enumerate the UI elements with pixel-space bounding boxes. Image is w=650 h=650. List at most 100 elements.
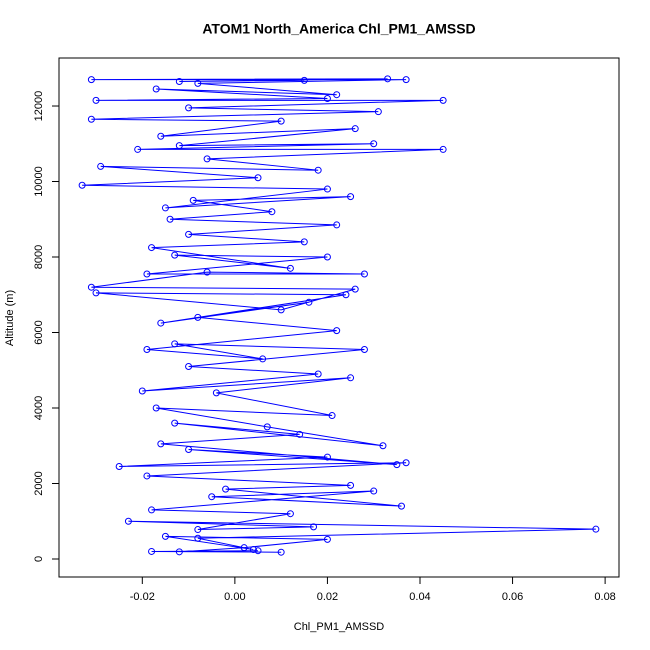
data-point [323, 535, 331, 543]
data-point [402, 76, 410, 84]
data-line [82, 78, 596, 553]
data-point [194, 313, 202, 321]
data-point [296, 430, 304, 438]
data-point [323, 453, 331, 461]
data-point [124, 517, 132, 525]
data-point [323, 94, 331, 102]
data-point [286, 510, 294, 518]
y-tick-label: 2000 [33, 471, 45, 495]
x-tick-label: 0.00 [224, 591, 245, 603]
data-point [268, 208, 276, 216]
data-point [212, 389, 220, 397]
data-point [379, 442, 387, 450]
data-point [277, 548, 285, 556]
data-point [194, 526, 202, 534]
data-point [323, 253, 331, 261]
data-point [157, 440, 165, 448]
data-point [157, 319, 165, 327]
data-point [87, 283, 95, 291]
data-point [161, 204, 169, 212]
data-point [254, 174, 262, 182]
data-point [203, 155, 211, 163]
data-point [97, 162, 105, 170]
x-tick-label: 0.04 [409, 591, 430, 603]
data-point [333, 91, 341, 99]
data-point [360, 345, 368, 353]
data-point [171, 340, 179, 348]
data-point [286, 264, 294, 272]
data-point [439, 96, 447, 104]
data-point [384, 75, 392, 83]
data-point [161, 532, 169, 540]
data-point [148, 506, 156, 514]
data-point [194, 534, 202, 542]
data-point [305, 298, 313, 306]
plot-frame [58, 57, 620, 578]
data-point [277, 117, 285, 125]
data-point [194, 79, 202, 87]
data-point [208, 493, 216, 501]
data-point [370, 487, 378, 495]
data-point [185, 362, 193, 370]
data-point [249, 546, 257, 554]
y-tick-label: 4000 [33, 396, 45, 420]
data-point [185, 446, 193, 454]
data-point [175, 142, 183, 150]
data-point [152, 404, 160, 412]
data-point [314, 166, 322, 174]
y-tick-label: 12000 [33, 91, 45, 122]
data-point [439, 145, 447, 153]
x-tick-label: 0.08 [594, 591, 615, 603]
data-point [92, 289, 100, 297]
data-point [254, 547, 262, 555]
data-point [333, 221, 341, 229]
data-point [310, 523, 318, 531]
data-point [592, 525, 600, 533]
data-point [333, 327, 341, 335]
x-tick-label: 0.06 [502, 591, 523, 603]
data-point [328, 412, 336, 420]
data-point [175, 548, 183, 556]
data-point [143, 472, 151, 480]
data-point [300, 76, 308, 84]
data-point [360, 270, 368, 278]
data-point [175, 77, 183, 85]
data-point [157, 132, 165, 140]
data-point [185, 104, 193, 112]
data-point [370, 140, 378, 148]
data-point [87, 76, 95, 84]
y-tick-label: 8000 [33, 245, 45, 269]
data-point [347, 374, 355, 382]
y-tick-label: 0 [33, 556, 45, 562]
data-point [92, 96, 100, 104]
data-point [351, 125, 359, 133]
data-point [314, 370, 322, 378]
data-point [143, 270, 151, 278]
data-point [143, 345, 151, 353]
data-point [351, 285, 359, 293]
data-point [374, 108, 382, 116]
data-point [300, 238, 308, 246]
chart-title: ATOM1 North_America Chl_PM1_AMSSD [202, 21, 475, 37]
data-point [171, 251, 179, 259]
data-point [263, 423, 271, 431]
data-point [222, 485, 230, 493]
data-point [171, 419, 179, 427]
data-point [87, 115, 95, 123]
data-point [240, 544, 248, 552]
data-point [134, 145, 142, 153]
data-point [185, 230, 193, 238]
data-point [138, 387, 146, 395]
data-point [203, 268, 211, 276]
data-point [152, 85, 160, 93]
x-axis-label: Chl_PM1_AMSSD [294, 621, 385, 633]
data-point [78, 181, 86, 189]
y-tick-label: 10000 [33, 166, 45, 197]
x-tick-label: -0.02 [130, 591, 155, 603]
x-tick-label: 0.02 [317, 591, 338, 603]
data-point [148, 244, 156, 252]
y-tick-label: 6000 [33, 320, 45, 344]
data-point [259, 355, 267, 363]
data-point [393, 461, 401, 469]
